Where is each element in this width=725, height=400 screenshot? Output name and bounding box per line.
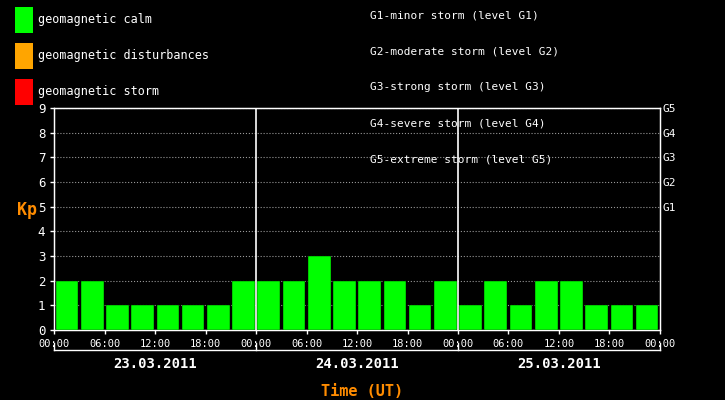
Bar — [459, 305, 482, 330]
Bar — [308, 256, 331, 330]
Text: geomagnetic calm: geomagnetic calm — [38, 14, 152, 26]
Bar — [56, 281, 78, 330]
Bar — [81, 281, 104, 330]
Text: G5-extreme storm (level G5): G5-extreme storm (level G5) — [370, 154, 552, 164]
Bar — [434, 281, 457, 330]
Text: 23.03.2011: 23.03.2011 — [113, 357, 197, 371]
Bar — [207, 305, 230, 330]
Bar — [283, 281, 305, 330]
Text: 24.03.2011: 24.03.2011 — [315, 357, 399, 371]
Text: G2-moderate storm (level G2): G2-moderate storm (level G2) — [370, 46, 559, 56]
Text: G1-minor storm (level G1): G1-minor storm (level G1) — [370, 10, 539, 20]
Text: G3-strong storm (level G3): G3-strong storm (level G3) — [370, 82, 545, 92]
Bar — [409, 305, 431, 330]
Bar — [333, 281, 356, 330]
Bar — [636, 305, 658, 330]
Text: 25.03.2011: 25.03.2011 — [517, 357, 601, 371]
Text: geomagnetic storm: geomagnetic storm — [38, 86, 160, 98]
Bar — [232, 281, 255, 330]
Bar — [484, 281, 507, 330]
Bar — [560, 281, 583, 330]
Text: Time (UT): Time (UT) — [321, 384, 404, 400]
Bar — [585, 305, 608, 330]
Text: geomagnetic disturbances: geomagnetic disturbances — [38, 50, 210, 62]
Text: G4-severe storm (level G4): G4-severe storm (level G4) — [370, 118, 545, 128]
Bar — [131, 305, 154, 330]
Bar — [106, 305, 129, 330]
Y-axis label: Kp: Kp — [17, 201, 37, 219]
Bar — [384, 281, 406, 330]
Bar — [157, 305, 179, 330]
Bar — [610, 305, 633, 330]
Bar — [510, 305, 532, 330]
Bar — [358, 281, 381, 330]
Bar — [535, 281, 558, 330]
Bar — [257, 281, 280, 330]
Bar — [182, 305, 204, 330]
